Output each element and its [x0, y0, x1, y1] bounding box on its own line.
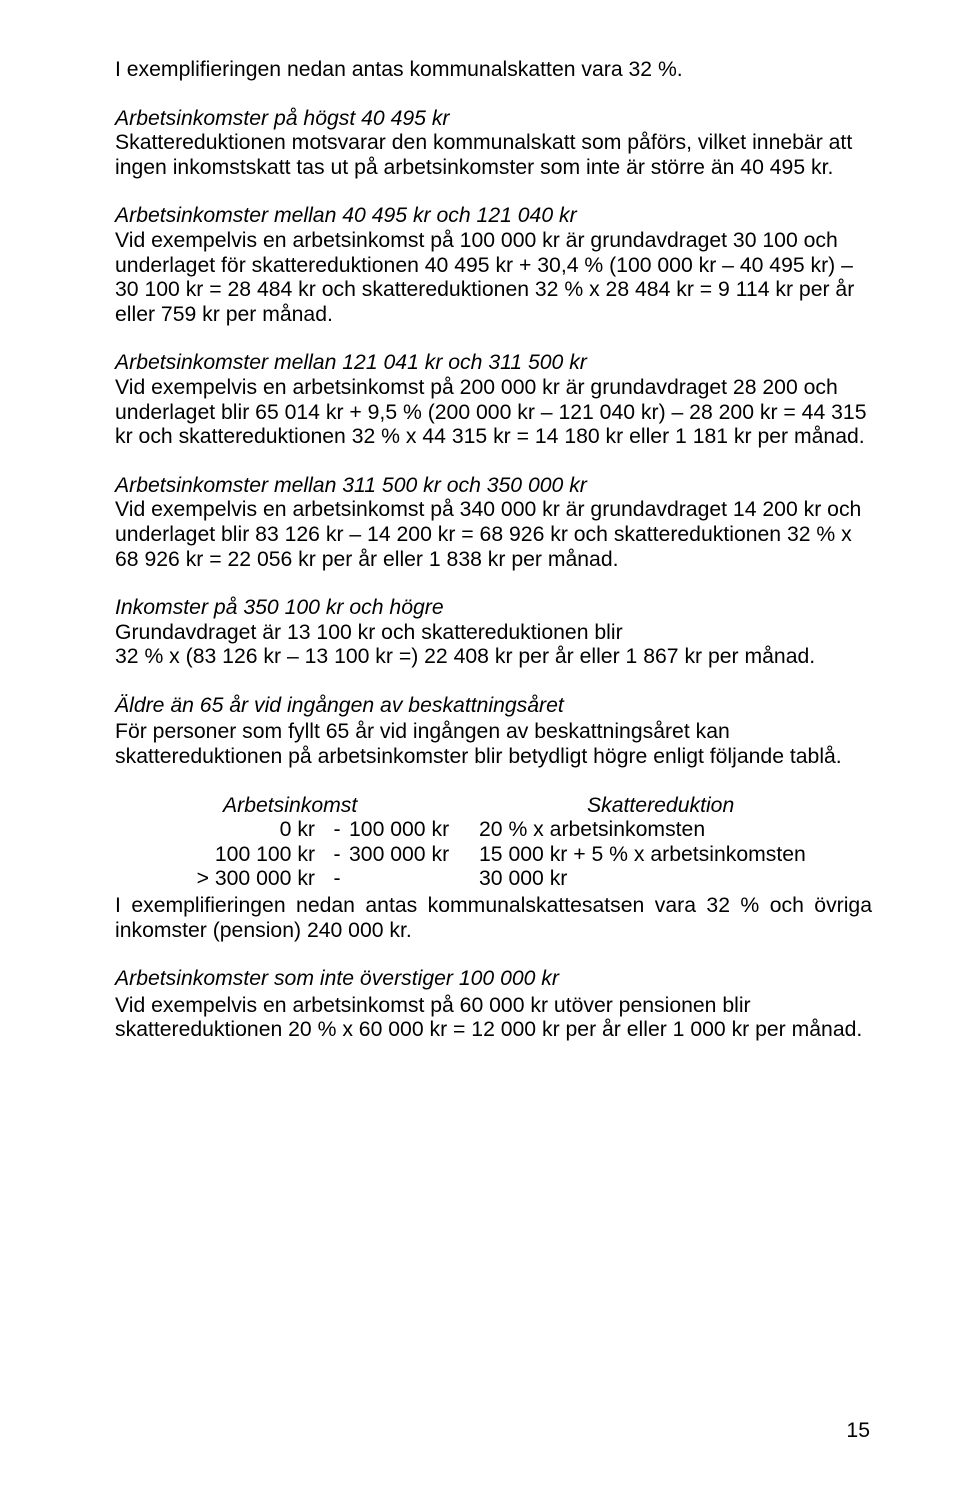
cell-high: 100 000 kr — [349, 818, 479, 843]
table-row: 0 kr - 100 000 kr 20 % x arbetsinkomsten — [115, 818, 872, 843]
section-7-body: Vid exempelvis en arbetsinkomst på 60 00… — [115, 994, 872, 1043]
section-3: Arbetsinkomster mellan 121 041 kr och 31… — [115, 351, 872, 449]
section-6: Äldre än 65 år vid ingången av beskattni… — [115, 694, 872, 770]
section-3-body: Vid exempelvis en arbetsinkomst på 200 0… — [115, 376, 866, 448]
section-2-body: Vid exempelvis en arbetsinkomst på 100 0… — [115, 229, 854, 326]
income-table: Arbetsinkomst Skattereduktion 0 kr - 100… — [115, 794, 872, 892]
cell-low: 100 100 kr — [115, 843, 325, 868]
header-reduction: Skattereduktion — [587, 794, 872, 819]
table-row: > 300 000 kr - 30 000 kr — [115, 867, 872, 892]
intro-paragraph: I exemplifieringen nedan antas kommunals… — [115, 58, 872, 83]
table-row: 100 100 kr - 300 000 kr 15 000 kr + 5 % … — [115, 843, 872, 868]
cell-dash: - — [325, 843, 349, 868]
section-1-heading: Arbetsinkomster på högst 40 495 kr — [115, 107, 449, 130]
page-number: 15 — [846, 1419, 870, 1444]
section-1: Arbetsinkomster på högst 40 495 kr Skatt… — [115, 107, 872, 181]
cell-reduction: 15 000 kr + 5 % x arbetsinkomsten — [479, 843, 872, 868]
section-5: Inkomster på 350 100 kr och högre Grunda… — [115, 596, 872, 670]
section-4-body: Vid exempelvis en arbetsinkomst på 340 0… — [115, 498, 861, 570]
section-1-body: Skattereduktionen motsvarar den kommunal… — [115, 131, 852, 179]
cell-dash: - — [325, 867, 349, 892]
table-header: Arbetsinkomst Skattereduktion — [115, 794, 872, 819]
section-5-body-a: Grundavdraget är 13 100 kr och skattered… — [115, 621, 623, 644]
after-table-paragraph: I exemplifieringen nedan antas kommunals… — [115, 894, 872, 943]
cell-high — [349, 867, 479, 892]
cell-reduction: 30 000 kr — [479, 867, 872, 892]
section-5-body-b: 32 % x (83 126 kr – 13 100 kr =) 22 408 … — [115, 645, 815, 668]
section-6-body: För personer som fyllt 65 år vid ingånge… — [115, 720, 872, 769]
cell-reduction: 20 % x arbetsinkomsten — [479, 818, 872, 843]
section-3-heading: Arbetsinkomster mellan 121 041 kr och 31… — [115, 351, 587, 374]
cell-high: 300 000 kr — [349, 843, 479, 868]
section-4: Arbetsinkomster mellan 311 500 kr och 35… — [115, 474, 872, 572]
cell-dash: - — [325, 818, 349, 843]
section-2-heading: Arbetsinkomster mellan 40 495 kr och 121… — [115, 204, 577, 227]
section-2: Arbetsinkomster mellan 40 495 kr och 121… — [115, 204, 872, 327]
section-5-heading: Inkomster på 350 100 kr och högre — [115, 596, 444, 619]
section-7: Arbetsinkomster som inte överstiger 100 … — [115, 967, 872, 1043]
section-4-heading: Arbetsinkomster mellan 311 500 kr och 35… — [115, 474, 587, 497]
section-6-heading: Äldre än 65 år vid ingången av beskattni… — [115, 694, 564, 717]
cell-low: > 300 000 kr — [115, 867, 325, 892]
header-income: Arbetsinkomst — [115, 794, 587, 819]
section-7-heading: Arbetsinkomster som inte överstiger 100 … — [115, 967, 559, 990]
cell-low: 0 kr — [115, 818, 325, 843]
